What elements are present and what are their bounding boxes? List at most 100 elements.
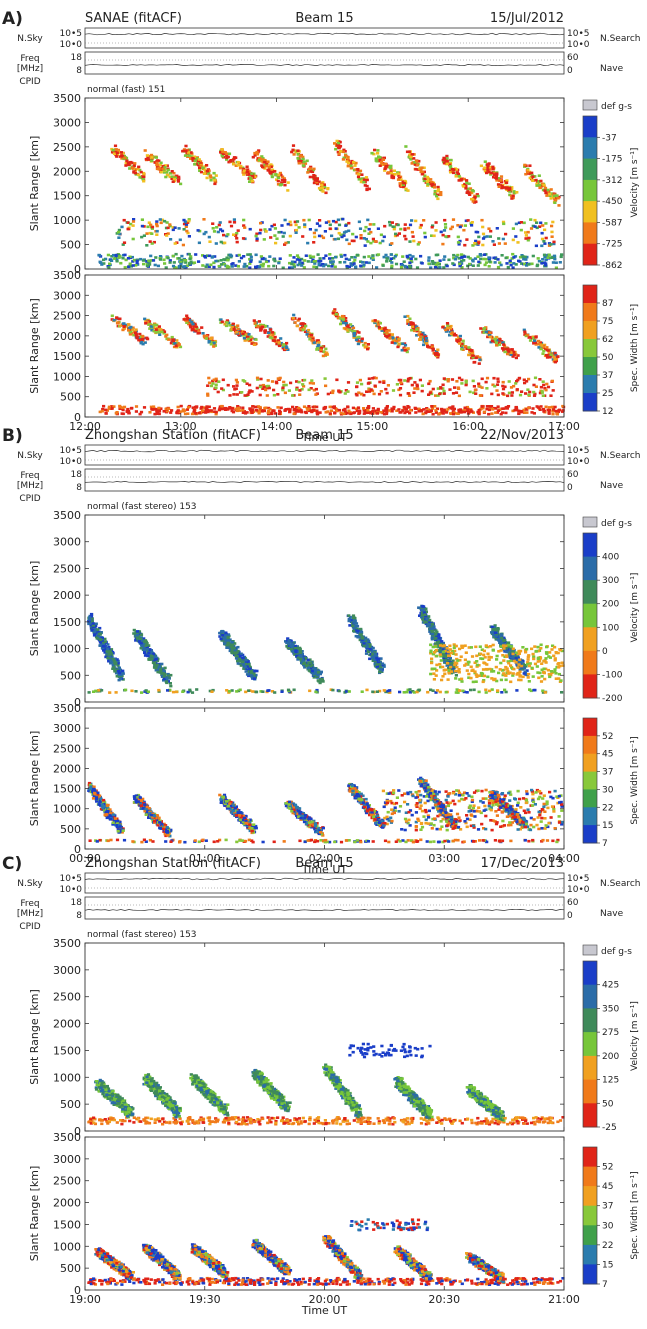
y-tick-label: 0 xyxy=(74,696,81,709)
spectral-width-plot: 0 500 1000 1500 2000 2500 3000 3500 00:00 01:00 02… xyxy=(28,702,640,865)
width-colorbar-swatch xyxy=(583,393,597,412)
nsky-strip xyxy=(84,872,565,894)
ground-scatter-label: def g-s xyxy=(601,947,632,957)
velocity-colorbar-level: 125 xyxy=(602,1076,619,1086)
velocity-colorbar-swatch xyxy=(583,650,597,675)
x-tick-label: 20:30 xyxy=(428,1293,460,1306)
x-tick-label: 14:00 xyxy=(261,420,293,433)
freq-label: Freq xyxy=(20,899,39,909)
nsearch-label: N.Search xyxy=(600,34,641,44)
width-colorbar-swatch xyxy=(583,375,597,394)
width-colorbar-swatch xyxy=(583,1225,597,1246)
velocity-colorbar-swatch xyxy=(583,1008,597,1033)
nsky-tick: 10•5 xyxy=(60,446,83,456)
y-tick-label: 3500 xyxy=(53,702,81,715)
width-colorbar-swatch xyxy=(583,1264,597,1285)
velocity-colorbar-swatch xyxy=(583,222,597,245)
width-colorbar-level: 45 xyxy=(602,1182,613,1192)
nsky-label: N.Sky xyxy=(17,451,43,461)
nave-tick: 0 xyxy=(567,911,573,921)
nave-tick: 60 xyxy=(567,53,579,63)
freq-strip xyxy=(84,51,565,75)
nsearch-tick: 10•0 xyxy=(567,885,590,895)
freq-tick: 8 xyxy=(76,66,82,76)
cpid-label: CPID xyxy=(19,922,40,932)
velocity-colorbar-level: -587 xyxy=(602,218,622,228)
y-tick-label: 1000 xyxy=(53,803,81,816)
velocity-colorbar-swatch xyxy=(583,603,597,628)
y-tick-label: 2000 xyxy=(53,1197,81,1210)
y-tick-label: 3500 xyxy=(53,937,81,950)
x-tick-label: 17:00 xyxy=(548,420,580,433)
y-tick-label: 500 xyxy=(60,1098,81,1111)
ground-scatter-swatch xyxy=(582,516,598,528)
y-tick-label: 1500 xyxy=(53,616,81,629)
panel-label: C) xyxy=(2,854,22,874)
plot-frame xyxy=(84,97,565,270)
y-tick-label: 0 xyxy=(74,411,81,424)
y-tick-label: 1000 xyxy=(53,1071,81,1084)
velocity-colorbar-level: 425 xyxy=(602,981,619,991)
y-tick-label: 500 xyxy=(60,823,81,836)
ground-scatter-label: def g-s xyxy=(601,519,632,529)
x-tick-label: 02:00 xyxy=(309,852,341,865)
freq-unit-label: [MHz] xyxy=(17,64,43,74)
velocity-colorbar-swatch xyxy=(583,1103,597,1128)
velocity-colorbar-level: -175 xyxy=(602,155,622,165)
velocity-colorbar-swatch xyxy=(583,1055,597,1081)
y-tick-label: 2500 xyxy=(53,991,81,1004)
y-tick-label: 0 xyxy=(74,1284,81,1297)
width-colorbar-level: 7 xyxy=(602,1280,608,1290)
width-colorbar-level: 15 xyxy=(602,1260,613,1270)
station-title: SANAE (fitACF) xyxy=(85,11,182,26)
width-colorbar-swatch xyxy=(583,1244,597,1265)
nsky-tick: 10•5 xyxy=(60,29,83,39)
nsearch-label: N.Search xyxy=(600,879,641,889)
x-tick-label: 19:00 xyxy=(69,1293,101,1306)
cpid-label: CPID xyxy=(19,77,40,87)
nsky-tick: 10•5 xyxy=(60,874,83,884)
plot-frame xyxy=(84,274,565,418)
x-tick-label: 15:00 xyxy=(357,420,389,433)
velocity-colorbar-level: -862 xyxy=(602,261,622,271)
y-tick-label: 3000 xyxy=(53,536,81,549)
nave-label: Nave xyxy=(600,481,624,491)
y-tick-label: 1500 xyxy=(53,1218,81,1231)
nave-tick: 0 xyxy=(567,483,573,493)
width-colorbar-swatch xyxy=(583,735,597,755)
nsearch-tick: 10•5 xyxy=(567,874,590,884)
velocity-colorbar-swatch xyxy=(583,1079,597,1104)
velocity-colorbar-level: -37 xyxy=(602,133,617,143)
spectral-width-plot: 0 500 1000 1500 2000 2500 3000 3500 12:00 13:00 14… xyxy=(28,269,640,433)
station-title: Zhongshan Station (fitACF) xyxy=(85,856,261,871)
freq-unit-label: [MHz] xyxy=(17,481,43,491)
y-tick-label: 1000 xyxy=(53,643,81,656)
width-colorbar-swatch xyxy=(583,321,597,340)
date-label: 17/Dec/2013 xyxy=(480,856,564,871)
velocity-colorbar-swatch xyxy=(583,116,597,138)
mode-label: normal (fast stereo) 153 xyxy=(87,502,197,512)
panel-a: A) SANAE (fitACF) Beam 15 15/Jul/201210•510… xyxy=(2,9,641,444)
velocity-colorbar-swatch xyxy=(583,984,597,1009)
y-tick-label: 2000 xyxy=(53,1018,81,1031)
plot-frame xyxy=(84,514,565,703)
width-colorbar-swatch xyxy=(583,789,597,808)
nave-tick: 0 xyxy=(567,66,573,76)
freq-strip xyxy=(84,468,565,492)
velocity-colorbar-level: -725 xyxy=(602,240,622,250)
width-colorbar-level: 15 xyxy=(602,821,613,831)
y-tick-label: 2000 xyxy=(53,165,81,178)
velocity-colorbar-level: -312 xyxy=(602,176,622,186)
x-tick-label: 04:00 xyxy=(548,852,580,865)
beam-label: Beam 15 xyxy=(295,856,353,871)
velocity-colorbar-level: 400 xyxy=(602,553,619,563)
x-tick-label: 13:00 xyxy=(165,420,197,433)
velocity-colorbar-level: 50 xyxy=(602,1099,614,1109)
mode-label: normal (fast stereo) 153 xyxy=(87,930,197,940)
nsearch-tick: 10•5 xyxy=(567,446,590,456)
nsearch-tick: 10•0 xyxy=(567,457,590,467)
velocity-colorbar-level: 0 xyxy=(602,647,608,657)
y-tick-label: 2500 xyxy=(53,562,81,575)
y-tick-label: 2500 xyxy=(53,141,81,154)
